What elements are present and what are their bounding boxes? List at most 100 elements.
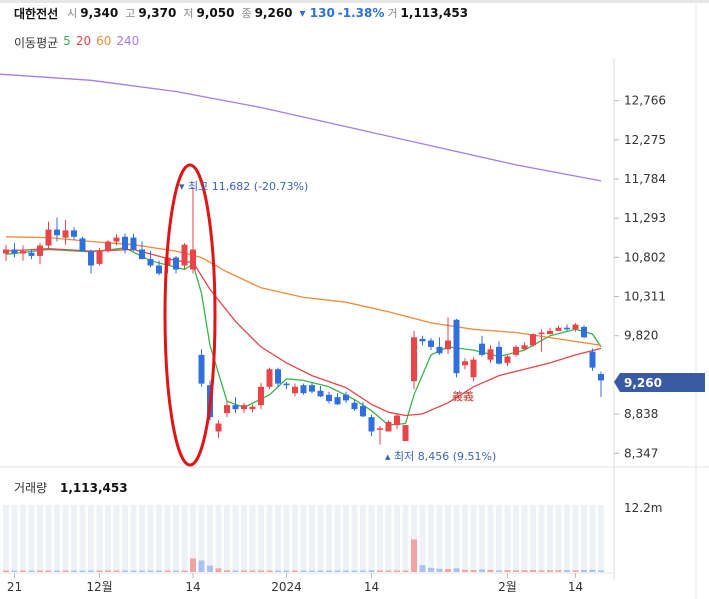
candle-body (496, 346, 502, 364)
x-tick-label: 14 (568, 580, 583, 594)
candle (368, 414, 375, 437)
volume-bar (453, 568, 460, 572)
candle-body (130, 237, 137, 250)
volume-bar (326, 570, 332, 572)
volume-grid (3, 505, 604, 571)
candle-body (198, 354, 205, 384)
candle-body (71, 230, 77, 237)
candle-body (232, 405, 239, 410)
volume-label: 거 (387, 7, 398, 20)
candle-body (62, 230, 69, 238)
x-tick-label: 21 (7, 580, 22, 594)
candle (555, 325, 562, 331)
candle-body (147, 259, 154, 266)
candle-body (317, 390, 324, 397)
candle (258, 382, 264, 410)
candle (436, 337, 443, 355)
ma-60-line (5, 236, 602, 346)
candle-body (249, 406, 256, 410)
volume-bar (181, 570, 188, 572)
volume-bar (20, 570, 26, 572)
candle (411, 330, 417, 390)
candle-body (283, 383, 290, 386)
candle (173, 255, 179, 274)
candle-body (139, 249, 145, 260)
candle-body (470, 359, 477, 378)
ma-5-line (5, 247, 602, 426)
y-tick-label: 9,820 (624, 329, 658, 343)
volume-bar (428, 567, 434, 572)
quote-header: 대한전선 시 9,340 고 9,370 저 9,050 종 9,260 ▾ 1… (14, 4, 472, 22)
low-value: 9,050 (196, 6, 235, 20)
candle (309, 382, 315, 394)
volume-bar (564, 570, 570, 572)
candle (360, 401, 366, 418)
candle (428, 338, 434, 351)
y-tick-label: 10,311 (624, 290, 666, 304)
candle (394, 413, 400, 430)
volume-bar (487, 569, 494, 572)
candle (3, 244, 9, 261)
high-value: 9,370 (138, 6, 177, 20)
volume-bar (139, 570, 145, 572)
volume-panel-value: 1,113,453 (60, 481, 128, 495)
open-label: 시 (67, 7, 78, 20)
candle-body (453, 319, 460, 374)
candle-body (598, 374, 604, 381)
candle-body (589, 351, 596, 368)
volume-bar (283, 570, 290, 572)
candlesticks (3, 187, 604, 445)
volume-bar (54, 570, 60, 572)
candle (445, 317, 451, 355)
candle-body (343, 394, 349, 401)
candle-body (300, 385, 307, 394)
candle (564, 324, 570, 331)
volume-bar (377, 570, 383, 572)
candle (419, 335, 426, 346)
open-value: 9,340 (80, 6, 119, 20)
candle-body (572, 324, 579, 330)
volume-bar (555, 570, 562, 572)
volume-bar (513, 570, 519, 572)
candle-body (88, 251, 94, 266)
candle (122, 233, 128, 254)
candle-body (411, 337, 417, 382)
candle (479, 335, 485, 357)
change-percent: -1.38% (337, 6, 385, 20)
candle-body (190, 249, 196, 270)
price-badge-text: 9,260 (624, 376, 662, 390)
candle (530, 333, 536, 347)
candle-body (275, 369, 281, 384)
volume-bar (300, 570, 307, 572)
volume-bar (71, 570, 77, 572)
candle-body (394, 415, 400, 426)
candle (147, 251, 154, 268)
volume-bar (462, 569, 468, 572)
candle-body (385, 421, 392, 432)
candle (224, 401, 230, 418)
ma-legend: 이동평균 5 20 60 240 (14, 34, 139, 51)
volume-bar (190, 558, 196, 572)
volume-bar (266, 570, 273, 572)
volume-bar (538, 570, 545, 572)
candle (487, 345, 494, 363)
candle-body (20, 251, 26, 254)
candle-body (224, 405, 230, 414)
candle-body (504, 356, 511, 363)
volume-bars (3, 539, 604, 572)
candle (96, 247, 103, 266)
candle-body (351, 402, 358, 410)
volume-bar (207, 565, 213, 572)
candle-body (292, 386, 298, 394)
x-tick-label: 14 (185, 580, 200, 594)
candle-body (360, 405, 366, 417)
candle-body (258, 386, 264, 406)
volume-bar (164, 570, 171, 572)
candle (113, 234, 120, 246)
y-tick-label: 11,293 (624, 211, 666, 225)
candle-body (547, 330, 553, 335)
y-tick-label: 8,347 (624, 446, 658, 460)
candle-body (326, 394, 332, 402)
volume-max-tick: 12.2m (624, 501, 662, 515)
